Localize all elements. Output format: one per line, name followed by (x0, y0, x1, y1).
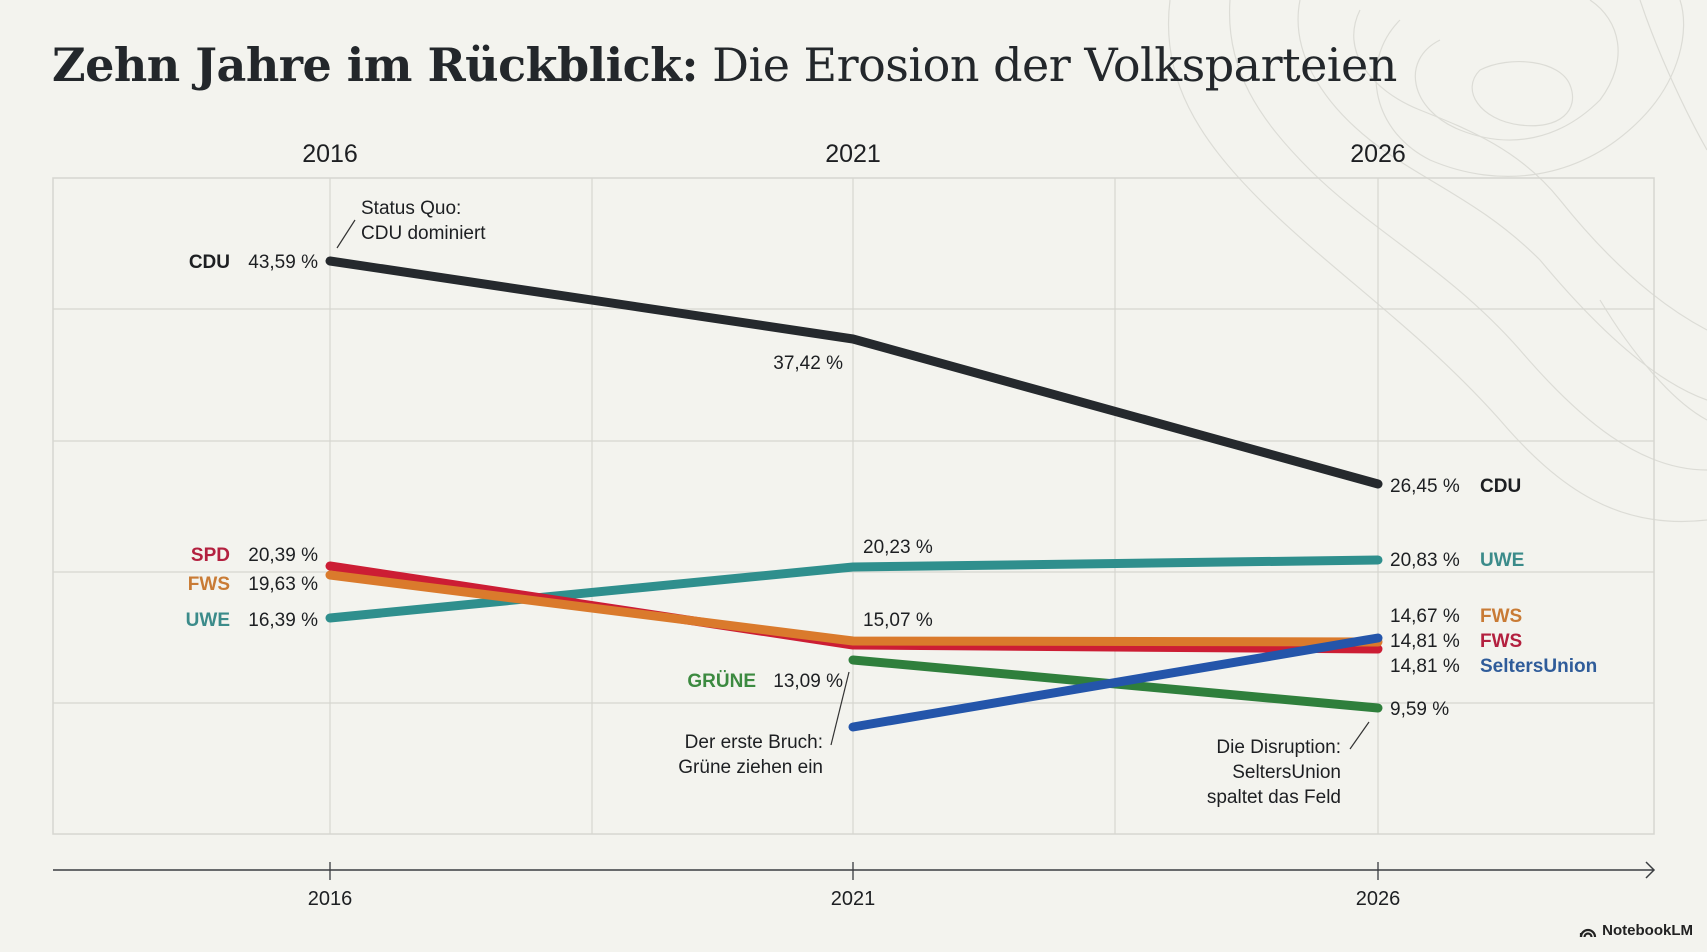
x-tick-label: 2021 (831, 888, 876, 910)
series-line-fws (325, 570, 1383, 647)
value-label: 43,59 % (248, 252, 318, 273)
series-line-seltersunion (848, 633, 1383, 732)
watermark-label: NotebookLM (1602, 922, 1693, 939)
series-name-label: UWE (186, 610, 230, 631)
value-label: 19,63 % (248, 574, 318, 595)
series-name-label: CDU (189, 252, 230, 273)
value-label: 13,09 % (773, 671, 843, 692)
value-label: 9,59 % (1390, 699, 1449, 720)
series-line-cdu (325, 256, 1383, 489)
annotation-text: CDU dominiert (361, 223, 486, 244)
series-name-label: FWS (188, 574, 230, 595)
value-label: 14,81 % (1390, 631, 1460, 652)
x-tick-label: 2026 (1356, 888, 1401, 910)
annotation-leader-line (830, 671, 850, 746)
annotation-leader-line (336, 219, 356, 249)
series-name-label: CDU (1480, 476, 1521, 497)
value-label: 26,45 % (1390, 476, 1460, 497)
title-light: Die Erosion der Volksparteien (712, 38, 1397, 92)
annotation-text: Status Quo: (361, 198, 461, 219)
annotation-text: SeltersUnion (1232, 762, 1341, 783)
series-name-label: SPD (191, 545, 230, 566)
series-name-label: SeltersUnion (1480, 656, 1597, 677)
annotation-text: Der erste Bruch: (685, 732, 823, 753)
title-bold: Zehn Jahre im Rückblick: (52, 38, 698, 92)
x-axis-arrow-icon (1645, 861, 1656, 879)
series-name-label: FWS (1480, 631, 1522, 652)
watermark: NotebookLM (1579, 922, 1693, 939)
value-label: 37,42 % (773, 353, 843, 374)
value-label: 20,23 % (863, 537, 933, 558)
top-year-label: 2021 (825, 140, 881, 168)
annotation-text: Die Disruption: (1216, 737, 1341, 758)
value-label: 20,83 % (1390, 550, 1460, 571)
value-label: 20,39 % (248, 545, 318, 566)
value-label: 14,81 % (1390, 656, 1460, 677)
series-name-label: FWS (1480, 606, 1522, 627)
series-name-label: GRÜNE (687, 671, 756, 692)
value-label: 16,39 % (248, 610, 318, 631)
annotation-leader-line (1349, 721, 1370, 750)
value-label: 14,67 % (1390, 606, 1460, 627)
top-year-label: 2026 (1350, 140, 1406, 168)
page-title: Zehn Jahre im Rückblick: Die Erosion der… (52, 38, 1397, 92)
series-name-label: UWE (1480, 550, 1524, 571)
annotation-text: spaltet das Feld (1207, 787, 1341, 808)
value-label: 15,07 % (863, 610, 933, 631)
x-tick-label: 2016 (308, 888, 353, 910)
notebooklm-logo-icon (1580, 928, 1597, 937)
top-year-label: 2016 (302, 140, 358, 168)
annotation-text: Grüne ziehen ein (678, 757, 823, 778)
